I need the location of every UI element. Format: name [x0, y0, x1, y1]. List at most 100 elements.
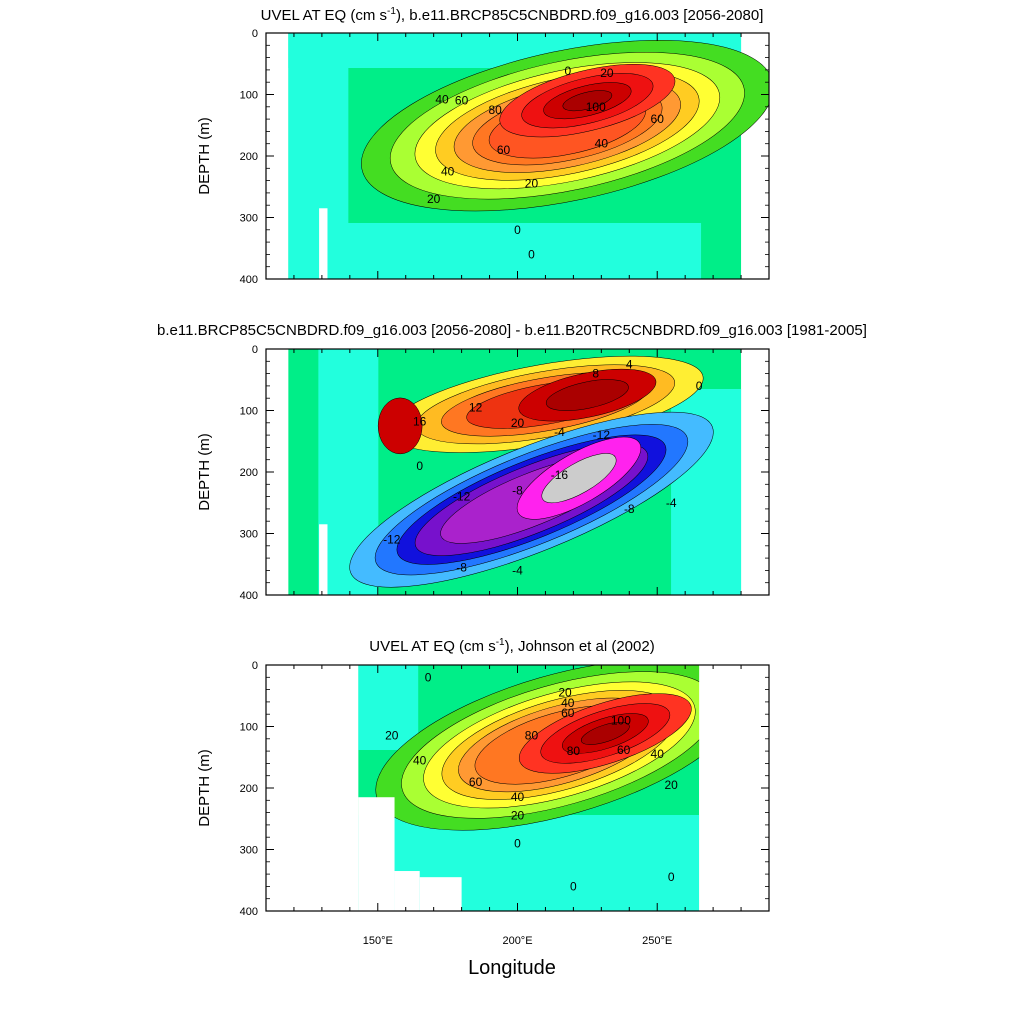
contour-label: -12: [593, 428, 611, 442]
y-tick-label: 0: [252, 344, 258, 356]
panel-2-neg-core-band-1: [541, 453, 617, 504]
contour-label: 0: [514, 223, 521, 237]
panel-2-missing-data: [319, 524, 328, 595]
panel-3-core-band-3: [580, 722, 630, 745]
contour-label: -4: [512, 563, 523, 577]
bottom-x-tick-labels: 150°E 200°E 250°E: [363, 935, 673, 947]
panel-2-title: b.e11.BRCP85C5CNBDRD.f09_g16.003 [2056-2…: [157, 322, 867, 339]
contour-label: 0: [570, 879, 577, 893]
x-tick-label: 150°E: [363, 935, 393, 947]
panel-2-pos-core-band-1: [545, 379, 629, 411]
contour-label: 20: [558, 686, 572, 700]
contour-label: 40: [511, 790, 525, 804]
contour-label: 60: [561, 706, 575, 720]
contour-label: 100: [611, 713, 631, 727]
y-tick-label: 400: [240, 590, 258, 602]
contour-label: 20: [511, 809, 525, 823]
contour-label: 0: [668, 870, 675, 884]
y-tick-label: 300: [240, 845, 258, 857]
panel-2-contour-labels: 4 8 12 16 20 -4 -12 -16 -12 -8 -8 -4 0 -12 -4 -8 0: [383, 357, 703, 577]
contour-label: 12: [469, 400, 483, 414]
panel-2-field: [288, 349, 742, 595]
panel-1-title-sup: -1: [387, 6, 396, 17]
contour-label: 0: [514, 836, 521, 850]
contour-label: 20: [665, 778, 679, 792]
contour-label: 0: [528, 247, 535, 261]
panel-1-field: [288, 33, 769, 279]
contour-label: 8: [592, 367, 599, 381]
contour-label: 40: [441, 164, 455, 178]
contour-label: 80: [488, 103, 502, 117]
panel-3-x-ticks: [293, 665, 742, 911]
contour-label: 20: [511, 416, 525, 430]
contour-label: -12: [453, 490, 471, 504]
contour-label: 16: [413, 415, 427, 429]
contour-label: 0: [416, 459, 423, 473]
y-tick-label: 400: [240, 906, 258, 918]
contour-label: 0: [425, 670, 432, 684]
x-axis-label: Longitude: [468, 957, 556, 979]
contour-label: -4: [666, 496, 677, 510]
contour-label: 60: [617, 743, 631, 757]
panel-3-west-surface: [358, 665, 419, 750]
panel-3: UVEL AT EQ (cm s-1), Johnson et al (2002…: [196, 637, 770, 918]
panel-3-ylabel: DEPTH (m): [196, 749, 213, 827]
contour-label: 100: [586, 100, 606, 114]
panel-1-deep-band: [308, 223, 702, 279]
contour-label: -4: [554, 425, 565, 439]
contour-label: 20: [427, 192, 441, 206]
y-tick-label: 300: [240, 529, 258, 541]
panel-1-title-post: ), b.e11.BRCP85C5CNBDRD.f09_g16.003 [205…: [396, 7, 763, 24]
contour-label: 60: [497, 143, 511, 157]
panel-3-missing-data: [394, 871, 420, 911]
panel-3-title: UVEL AT EQ (cm s-1), Johnson et al (2002…: [369, 637, 654, 655]
panel-3-missing-data: [419, 877, 462, 911]
y-tick-label: 0: [252, 660, 258, 672]
panel-1-core-band-3: [562, 90, 613, 112]
y-tick-label: 400: [240, 274, 258, 286]
y-tick-label: 0: [252, 28, 258, 40]
contour-label: 40: [435, 92, 449, 106]
panel-1-title: UVEL AT EQ (cm s-1), b.e11.BRCP85C5CNBDR…: [261, 6, 764, 24]
contour-label: 60: [651, 112, 665, 126]
panel-2-ylabel: DEPTH (m): [196, 433, 213, 511]
y-tick-label: 100: [240, 722, 258, 734]
contour-label: 60: [469, 775, 483, 789]
panel-3-title-post: ), Johnson et al (2002): [505, 638, 655, 655]
contour-label: -12: [383, 533, 401, 547]
panel-2-x-ticks: [293, 349, 742, 595]
contour-label: 0: [564, 64, 571, 78]
y-tick-label: 200: [240, 151, 258, 163]
x-tick-label: 250°E: [642, 935, 672, 947]
panel-1-title-pre: UVEL AT EQ (cm s: [261, 7, 387, 24]
contour-label: -16: [551, 468, 569, 482]
contour-label: -8: [624, 502, 635, 516]
contour-label: -8: [456, 560, 467, 574]
contour-label: 4: [626, 357, 633, 371]
contour-label: 40: [561, 696, 575, 710]
panel-3-missing-data: [266, 665, 359, 911]
panel-2: b.e11.BRCP85C5CNBDRD.f09_g16.003 [2056-2…: [157, 322, 867, 602]
y-tick-label: 200: [240, 467, 258, 479]
contour-label: -8: [512, 483, 523, 497]
contour-label: 60: [455, 94, 469, 108]
y-tick-label: 100: [240, 90, 258, 102]
y-tick-label: 300: [240, 213, 258, 225]
panel-3-field: [266, 665, 769, 911]
panel-3-missing-data: [699, 665, 769, 911]
y-tick-label: 100: [240, 406, 258, 418]
contour-label: 20: [385, 729, 399, 743]
panel-1-ylabel: DEPTH (m): [196, 117, 213, 195]
contour-label: 40: [413, 753, 427, 767]
panel-1-missing-data: [319, 208, 328, 279]
contour-label: 80: [567, 744, 581, 758]
contour-label: 0: [696, 379, 703, 393]
panel-2-west-pos-band-0: [377, 397, 423, 455]
panel-3-missing-data: [358, 797, 395, 911]
